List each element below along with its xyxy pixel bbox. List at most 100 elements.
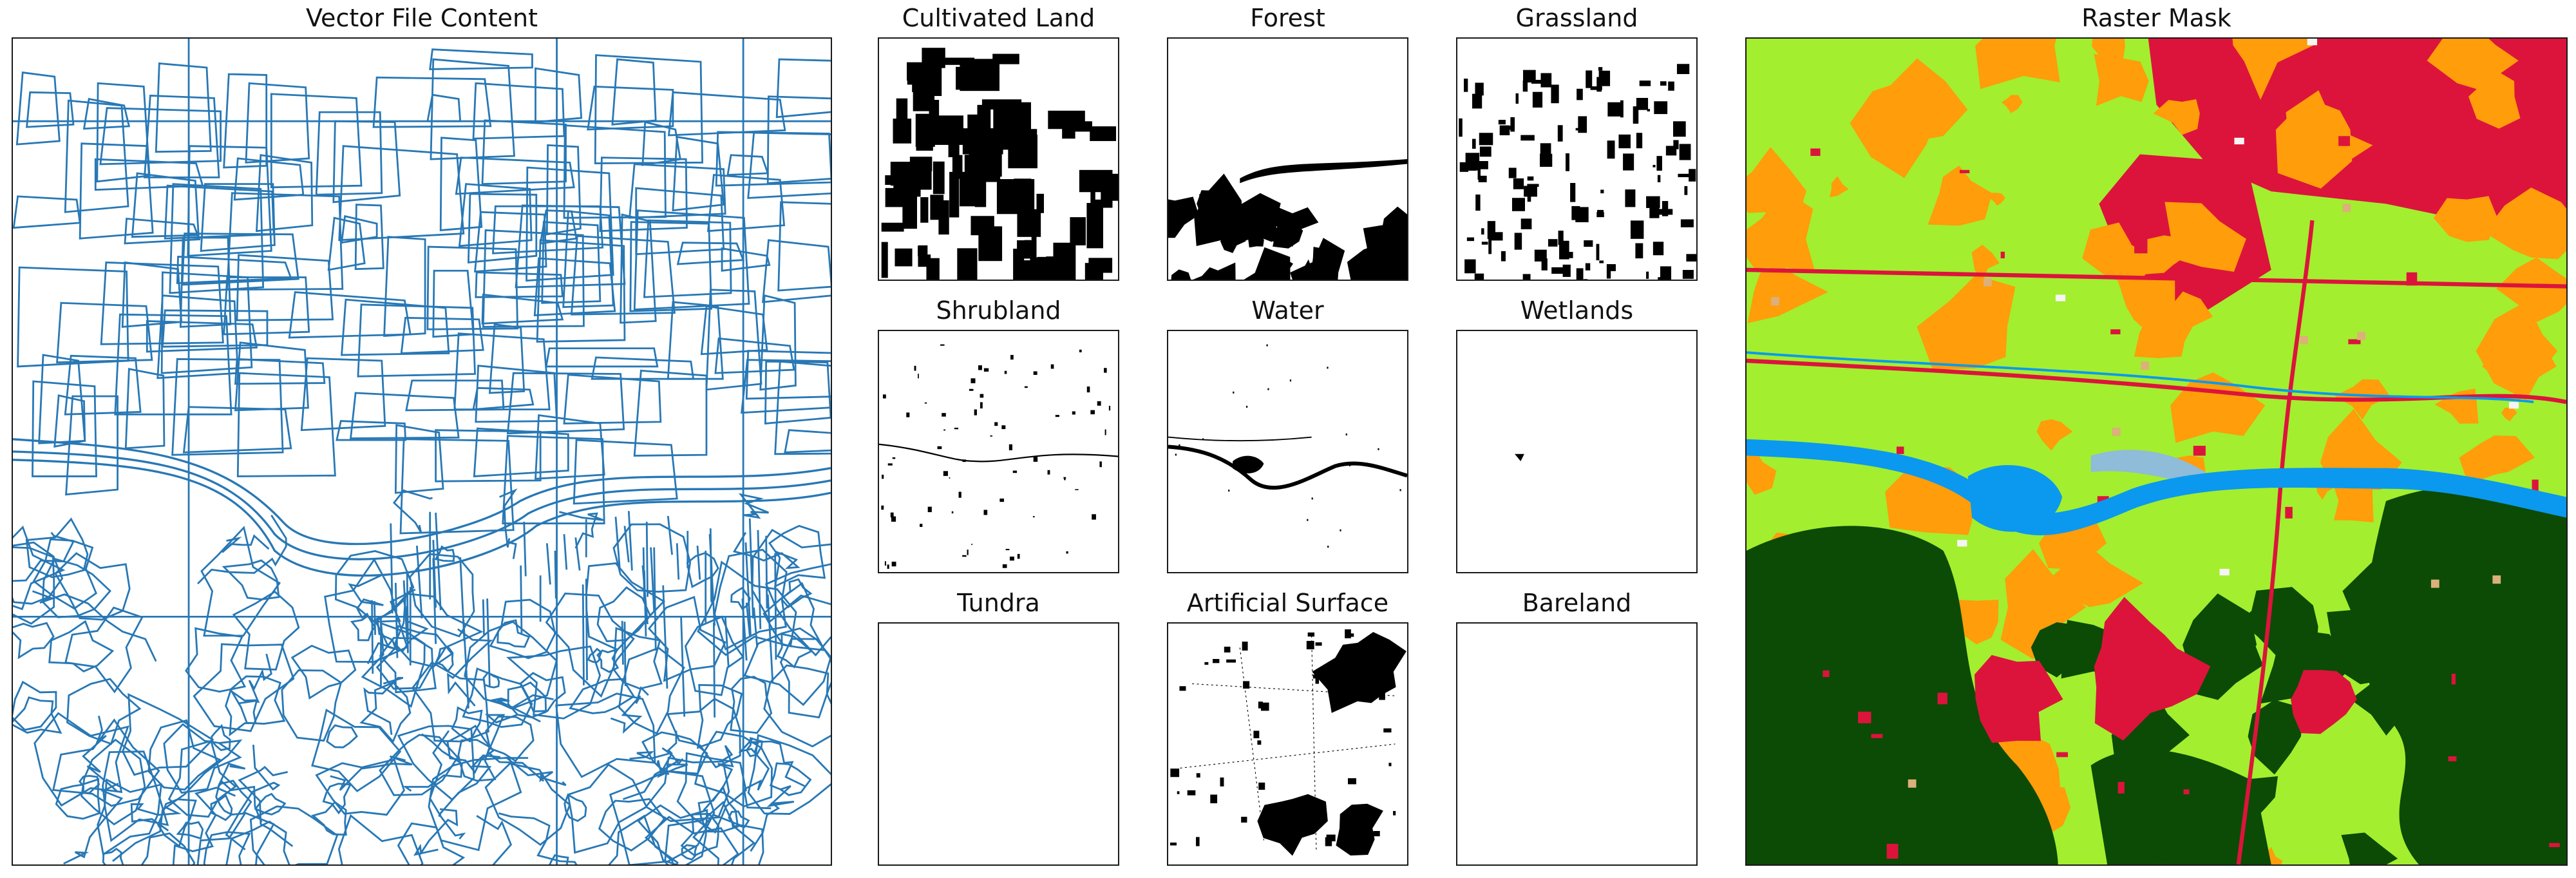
mask-region: [1267, 388, 1269, 390]
parcel: [311, 801, 347, 836]
raster-regions: [1747, 39, 2566, 864]
mask-region: [1177, 791, 1180, 794]
mask-region: [1039, 261, 1063, 280]
boundary-line: [559, 511, 604, 549]
raster-region: [1829, 176, 1849, 198]
mask-region: [1618, 134, 1631, 149]
raster-region: [2082, 222, 2160, 282]
mask-region: [1507, 126, 1512, 130]
parcel: [200, 183, 276, 253]
raster-region: [2295, 58, 2301, 64]
parcel: [596, 647, 620, 673]
raster-region: [2399, 111, 2412, 122]
mask-region: [915, 113, 935, 147]
mask-region: [1092, 514, 1096, 520]
parcel: [676, 752, 747, 834]
parcel: [426, 245, 519, 330]
mask-region: [920, 524, 923, 528]
mask-region: [1668, 81, 1674, 91]
mask-region: [1607, 140, 1615, 159]
boundary-line: [366, 588, 416, 665]
mask-region: [1242, 642, 1248, 651]
boundary-line: [489, 694, 554, 723]
parcel: [315, 111, 383, 196]
boundary-line: [656, 730, 688, 778]
parcel: [667, 301, 724, 380]
raster-region: [2342, 542, 2427, 627]
mask-region: [1032, 516, 1035, 518]
mask-region: [1524, 186, 1537, 197]
raster-region: [1896, 446, 1904, 454]
boundary-line: [402, 733, 463, 792]
water-mask: [1168, 344, 1407, 548]
parcel: [667, 91, 786, 137]
boundary-line: [484, 714, 545, 782]
mask-region: [902, 195, 917, 229]
parcel: [42, 557, 111, 618]
parcel: [300, 357, 386, 432]
mask-region: [1522, 274, 1531, 280]
raster-region: [2430, 579, 2439, 588]
mask-region: [1551, 267, 1563, 274]
raster-region: [2549, 843, 2560, 848]
mask-region: [918, 374, 919, 379]
parcel: [143, 94, 220, 178]
mask-region: [980, 394, 984, 398]
mask-region: [1099, 461, 1102, 468]
mask-region: [1513, 178, 1524, 189]
mask-region: [1030, 255, 1036, 279]
parcel: [210, 794, 233, 821]
vector-map: [13, 39, 831, 864]
mask-region: [1325, 837, 1332, 846]
field-strip: [373, 601, 377, 635]
boundary-line: [476, 815, 513, 864]
mask-region: [1501, 251, 1506, 262]
parcel: [680, 812, 720, 857]
parcel: [591, 356, 695, 380]
raster-stream: [1747, 351, 2534, 403]
parcel: [439, 137, 483, 231]
mask-region: [1079, 169, 1113, 193]
mask-region: [1679, 144, 1691, 160]
mask-region: [1600, 189, 1604, 194]
raster-region: [2111, 677, 2190, 777]
parcel: [245, 82, 310, 164]
raster-road: [2236, 220, 2315, 864]
mask-region: [971, 544, 973, 545]
mask-region: [1004, 370, 1007, 374]
parcel: [176, 821, 204, 840]
mask-region: [1515, 453, 1524, 461]
mask-region: [1365, 841, 1372, 846]
mask-pixels: [881, 344, 1111, 569]
raster-map-frame: [1745, 37, 2568, 866]
raster-region: [1908, 779, 1917, 788]
boundary-line: [504, 757, 567, 787]
parcel: [779, 638, 831, 719]
parcel: [399, 438, 515, 535]
boundary-line: [32, 590, 157, 662]
raster-region: [2219, 569, 2230, 576]
mask-region: [1010, 355, 1014, 360]
raster-region: [1763, 817, 1813, 864]
raster-region: [2277, 89, 2288, 102]
mask-region: [1064, 477, 1066, 481]
parcel: [766, 95, 831, 184]
parcel: [78, 775, 100, 794]
parcel: [726, 154, 770, 177]
raster-region: [2002, 95, 2023, 113]
parcel: [535, 414, 605, 480]
mask-region: [1192, 683, 1396, 696]
mask-region: [1009, 444, 1012, 450]
parcel: [784, 429, 831, 453]
mask-region: [1206, 262, 1236, 280]
mask-region: [1307, 519, 1309, 521]
mask-region: [1257, 794, 1328, 856]
mask-region: [1639, 81, 1651, 86]
mask-region: [999, 498, 1004, 502]
parcel: [156, 798, 197, 848]
grassland-mask: [1459, 64, 1696, 280]
mask-region: [1566, 251, 1573, 258]
mask-pixels: [1170, 629, 1406, 856]
parcel: [249, 805, 339, 864]
parcel: [764, 360, 831, 425]
